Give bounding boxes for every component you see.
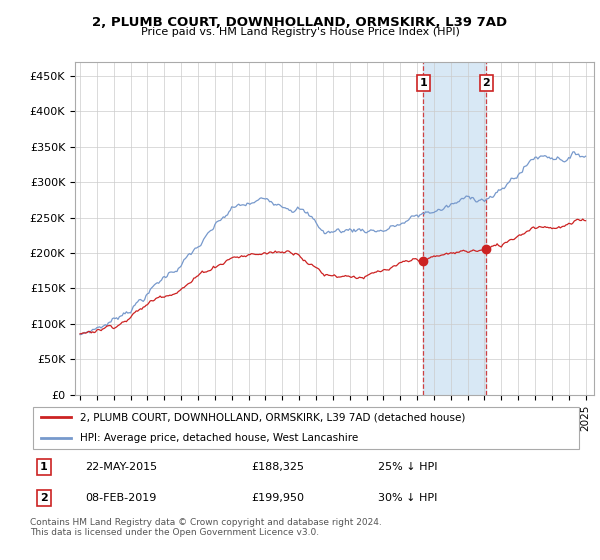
Text: 1: 1 [419,78,427,88]
Text: 08-FEB-2019: 08-FEB-2019 [85,493,157,503]
FancyBboxPatch shape [33,407,579,449]
Text: 30% ↓ HPI: 30% ↓ HPI [378,493,437,503]
Text: 25% ↓ HPI: 25% ↓ HPI [378,462,437,472]
Text: Price paid vs. HM Land Registry's House Price Index (HPI): Price paid vs. HM Land Registry's House … [140,27,460,37]
Text: HPI: Average price, detached house, West Lancashire: HPI: Average price, detached house, West… [80,433,358,444]
Text: 2: 2 [40,493,47,503]
Text: 1: 1 [40,462,47,472]
Text: 2: 2 [482,78,490,88]
Text: Contains HM Land Registry data © Crown copyright and database right 2024.
This d: Contains HM Land Registry data © Crown c… [30,518,382,538]
Text: 2, PLUMB COURT, DOWNHOLLAND, ORMSKIRK, L39 7AD (detached house): 2, PLUMB COURT, DOWNHOLLAND, ORMSKIRK, L… [80,412,465,422]
Text: £188,325: £188,325 [251,462,304,472]
Text: £199,950: £199,950 [251,493,304,503]
Bar [424,62,486,395]
Text: 2, PLUMB COURT, DOWNHOLLAND, ORMSKIRK, L39 7AD: 2, PLUMB COURT, DOWNHOLLAND, ORMSKIRK, L… [92,16,508,29]
Text: 22-MAY-2015: 22-MAY-2015 [85,462,157,472]
